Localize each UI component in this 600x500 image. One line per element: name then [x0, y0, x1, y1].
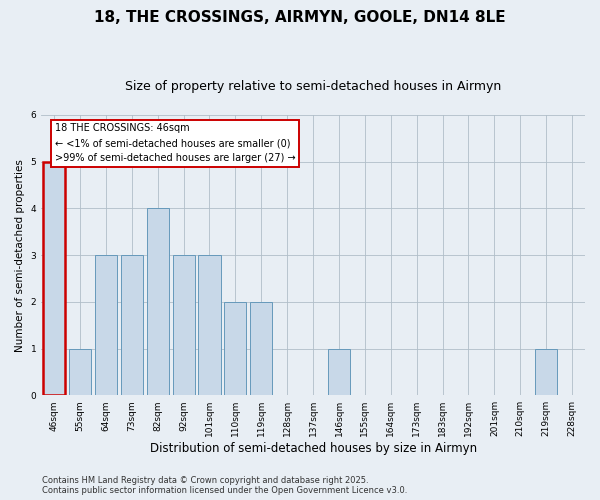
- Bar: [173, 255, 194, 395]
- X-axis label: Distribution of semi-detached houses by size in Airmyn: Distribution of semi-detached houses by …: [149, 442, 476, 455]
- Bar: [199, 255, 221, 395]
- Text: 18, THE CROSSINGS, AIRMYN, GOOLE, DN14 8LE: 18, THE CROSSINGS, AIRMYN, GOOLE, DN14 8…: [94, 10, 506, 25]
- Bar: [328, 348, 350, 395]
- Bar: [121, 255, 143, 395]
- Bar: [224, 302, 247, 395]
- Bar: [43, 162, 65, 395]
- Title: Size of property relative to semi-detached houses in Airmyn: Size of property relative to semi-detach…: [125, 80, 501, 93]
- Text: 18 THE CROSSINGS: 46sqm
← <1% of semi-detached houses are smaller (0)
>99% of se: 18 THE CROSSINGS: 46sqm ← <1% of semi-de…: [55, 124, 295, 163]
- Y-axis label: Number of semi-detached properties: Number of semi-detached properties: [15, 158, 25, 352]
- Bar: [146, 208, 169, 395]
- Bar: [535, 348, 557, 395]
- Bar: [250, 302, 272, 395]
- Bar: [69, 348, 91, 395]
- Text: Contains HM Land Registry data © Crown copyright and database right 2025.
Contai: Contains HM Land Registry data © Crown c…: [42, 476, 407, 495]
- Bar: [95, 255, 117, 395]
